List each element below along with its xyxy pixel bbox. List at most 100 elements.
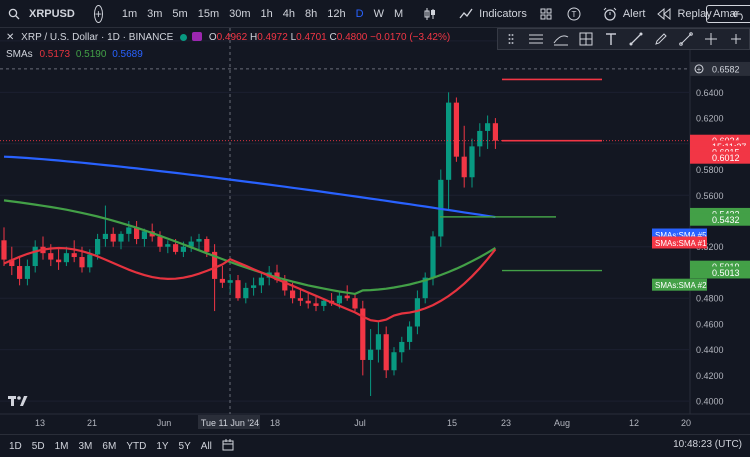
- tradingview-logo-icon[interactable]: [8, 394, 28, 408]
- add-alert-plus: +: [697, 65, 702, 74]
- candle-body: [430, 236, 436, 278]
- sma5-bottom-label: 0.5432: [712, 215, 740, 225]
- timeframe-8h[interactable]: 8h: [305, 7, 318, 20]
- candle-body: [243, 287, 249, 299]
- rewind-icon: [655, 5, 673, 23]
- templates-button[interactable]: T: [560, 0, 588, 28]
- candle-body: [188, 241, 194, 247]
- crosshair-price-bg: [690, 61, 750, 76]
- candle-body: [399, 341, 405, 353]
- candle-body: [79, 257, 85, 268]
- timeframe-5m[interactable]: 5m: [172, 7, 188, 20]
- pencil-icon[interactable]: [652, 30, 670, 48]
- open-label: O: [208, 32, 217, 43]
- user-button[interactable]: Amar: [706, 5, 750, 23]
- trend-line-icon[interactable]: [677, 30, 695, 48]
- brush-icon[interactable]: [627, 30, 645, 48]
- close-value: 0.4800: [336, 32, 368, 43]
- candle-body: [461, 156, 467, 178]
- price-tick-label: 0.4600: [696, 319, 724, 329]
- price-tick-label: 0.4800: [696, 294, 724, 304]
- range-3m[interactable]: 3M: [78, 440, 93, 452]
- date-range-icon[interactable]: [217, 438, 239, 454]
- range-ytd[interactable]: YTD: [126, 440, 147, 452]
- timeframe-12h[interactable]: 12h: [327, 7, 346, 20]
- candle-body: [344, 295, 350, 299]
- clock[interactable]: 10:48:23 (UTC): [673, 439, 742, 450]
- candle-body: [258, 277, 264, 286]
- timeframe-group: 1m 3m 5m 15m 30m 1h 4h 8h 12h D W M: [117, 0, 408, 28]
- bottom-toolbar: 1D 5D 1M 3M 6M YTD 1Y 5Y All 10:48:23 (UTC): [0, 434, 750, 457]
- candles-icon: [421, 5, 439, 23]
- indicators-button[interactable]: Indicators: [452, 0, 532, 28]
- time-tick-label: Jun: [157, 418, 172, 428]
- candle-body: [95, 239, 101, 255]
- time-tick-label: 20: [681, 418, 691, 428]
- timeframe-M[interactable]: M: [393, 7, 404, 20]
- candle-body: [360, 308, 366, 360]
- candle-body: [141, 231, 147, 240]
- range-all[interactable]: All: [200, 440, 212, 452]
- candle-body: [282, 280, 288, 291]
- text-tool-icon[interactable]: [602, 30, 620, 48]
- time-tick-label: 18: [270, 418, 280, 428]
- replay-button[interactable]: Replay: [650, 0, 716, 28]
- range-6m[interactable]: 6M: [102, 440, 117, 452]
- price-chart[interactable]: 0.68000.66000.64000.62000.60000.58000.56…: [0, 28, 750, 434]
- range-1y[interactable]: 1Y: [156, 440, 169, 452]
- price-label-c: 0.6012: [712, 153, 740, 163]
- sma5-tag: SMAs:SMA #5: [655, 231, 707, 240]
- candle-body: [414, 298, 420, 327]
- price-tick-label: 0.4000: [696, 397, 724, 407]
- more-tools-icon[interactable]: [727, 30, 745, 48]
- range-5y[interactable]: 5Y: [178, 440, 191, 452]
- symbol-search[interactable]: XRPUSD: [0, 0, 80, 28]
- chart-legend: ✕ XRP / U.S. Dollar · 1D · BINANCE O0.49…: [6, 32, 450, 43]
- timeframe-15m[interactable]: 15m: [197, 7, 220, 20]
- fib-grid-icon[interactable]: [577, 30, 595, 48]
- price-tick-label: 0.4200: [696, 371, 724, 381]
- replay-label: Replay: [677, 7, 712, 20]
- candle-body: [110, 233, 116, 242]
- sma-green-line: [3, 199, 496, 296]
- curve-lines-icon[interactable]: [552, 30, 570, 48]
- sma-value-2: 0.5190: [75, 49, 107, 60]
- sma2-bottom-label: 0.5013: [712, 268, 740, 278]
- horizontal-lines-icon[interactable]: [527, 30, 545, 48]
- timeframe-3m[interactable]: 3m: [147, 7, 163, 20]
- sma2-tag: SMAs:SMA #2: [655, 281, 707, 290]
- timeframe-1h[interactable]: 1h: [260, 7, 273, 20]
- sma-value-3: 0.5689: [112, 49, 143, 60]
- open-value: 0.4962: [216, 32, 248, 43]
- range-5d[interactable]: 5D: [31, 440, 45, 452]
- timeframe-4h[interactable]: 4h: [282, 7, 296, 20]
- candle-body: [477, 130, 483, 147]
- sma-value-1: 0.5173: [39, 49, 71, 60]
- timeframe-1m[interactable]: 1m: [121, 7, 138, 20]
- crosshair-icon[interactable]: [702, 30, 720, 48]
- template-icon: T: [565, 5, 583, 23]
- range-1d[interactable]: 1D: [9, 440, 22, 452]
- candle-body: [212, 251, 218, 279]
- high-value: 0.4972: [257, 32, 288, 43]
- add-alert-icon: [694, 64, 704, 74]
- compare-add-icon[interactable]: +: [93, 4, 103, 23]
- range-1m[interactable]: 1M: [54, 440, 69, 452]
- layout-button[interactable]: [532, 0, 560, 28]
- candle-body: [24, 266, 30, 279]
- alert-button[interactable]: Alert: [596, 0, 651, 28]
- time-tick-label: Tue 11 Jun '24: [201, 418, 259, 428]
- candle-body: [63, 253, 69, 263]
- low-label: L: [290, 32, 297, 43]
- flag-icon: [191, 32, 202, 42]
- drag-handle-icon[interactable]: [502, 30, 520, 48]
- timeframe-W[interactable]: W: [373, 7, 384, 20]
- close-label: C: [329, 32, 337, 43]
- timeframe-D[interactable]: D: [355, 7, 364, 20]
- collapse-legend-icon[interactable]: ✕: [6, 32, 15, 43]
- chart-type-button[interactable]: [416, 0, 444, 28]
- undo-button[interactable]: [725, 0, 750, 28]
- time-tick-label: 13: [35, 418, 45, 428]
- sma-red-line: [3, 246, 497, 323]
- timeframe-30m[interactable]: 30m: [229, 7, 251, 20]
